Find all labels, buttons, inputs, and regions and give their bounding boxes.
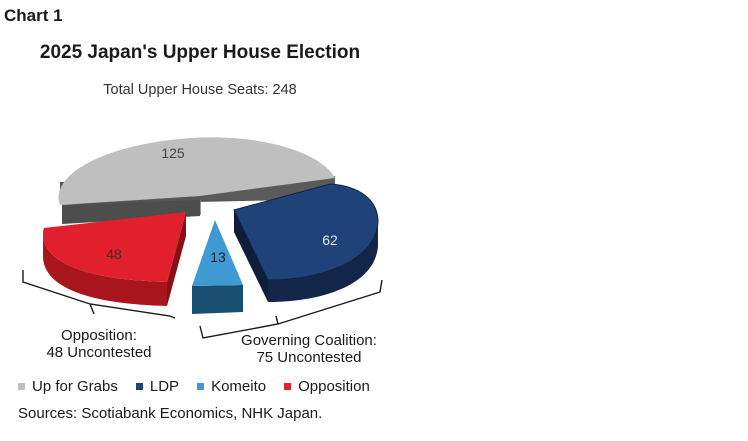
legend-label-opposition: Opposition xyxy=(298,378,370,395)
legend-swatch-up-for-grabs xyxy=(18,383,25,390)
slice-komeito xyxy=(192,220,243,314)
slice-up-for-grabs-top xyxy=(58,137,336,205)
legend-item-komeito: Komeito xyxy=(197,378,266,395)
slice-ldp-top xyxy=(233,183,379,281)
legend-swatch-ldp xyxy=(135,383,143,390)
legend-item-ldp: LDP xyxy=(135,378,180,395)
coalition-annotation: Governing Coalition: 75 Uncontested xyxy=(224,332,394,366)
slice-komeito-front xyxy=(192,285,243,314)
coalition-annotation-line-1: Governing Coalition: xyxy=(241,332,377,349)
data-label-up-for-grabs: 125 xyxy=(161,145,185,161)
legend-label-up-for-grabs: Up for Grabs xyxy=(32,378,118,395)
legend-item-opposition: Opposition xyxy=(284,378,370,395)
slice-opposition-front xyxy=(43,236,167,306)
slice-ldp-rim xyxy=(268,222,378,302)
legend-label-ldp: LDP xyxy=(149,378,180,395)
opposition-annotation-line-1: Opposition: xyxy=(61,327,137,344)
chart-subtitle: Total Upper House Seats: 248 xyxy=(103,82,297,98)
slice-up-for-grabs xyxy=(58,137,336,224)
data-label-ldp: 62 xyxy=(322,232,338,248)
legend: Up for Grabs LDP Komeito Opposition xyxy=(18,378,370,395)
opposition-annotation-line-2: 48 Uncontested xyxy=(46,344,152,361)
slice-opposition-top xyxy=(43,212,186,282)
data-label-komeito: 13 xyxy=(210,249,226,265)
coalition-bracket-tick xyxy=(275,315,279,325)
legend-item-up-for-grabs: Up for Grabs xyxy=(18,378,118,395)
legend-swatch-opposition xyxy=(284,383,292,390)
slice-opposition xyxy=(43,212,186,306)
chart-label: Chart 1 xyxy=(4,6,63,25)
source-note: Sources: Scotiabank Economics, NHK Japan… xyxy=(18,405,323,422)
opposition-bracket-tick xyxy=(89,303,95,315)
slice-ldp-side xyxy=(234,210,268,302)
slice-komeito-top xyxy=(192,220,243,286)
data-label-opposition: 48 xyxy=(106,246,122,262)
legend-swatch-komeito xyxy=(197,383,205,390)
opposition-annotation: Opposition: 48 Uncontested xyxy=(24,327,174,361)
chart-title: 2025 Japan's Upper House Election xyxy=(39,42,361,63)
slice-opposition-side xyxy=(167,212,186,306)
slice-ldp xyxy=(233,183,379,302)
legend-label-komeito: Komeito xyxy=(211,378,267,395)
coalition-annotation-line-2: 75 Uncontested xyxy=(256,349,362,366)
